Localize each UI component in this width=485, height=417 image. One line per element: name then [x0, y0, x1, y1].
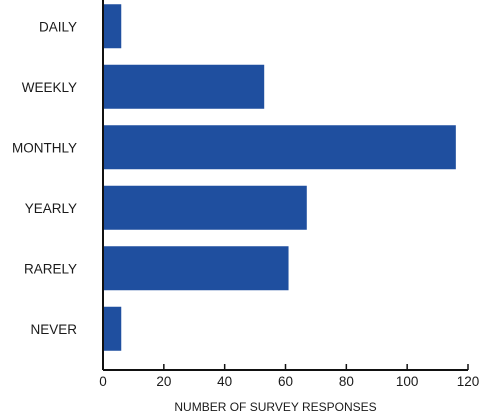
bar-yearly: [103, 185, 307, 230]
bars-layer: [103, 4, 456, 351]
x-tick-label-40: 40: [217, 374, 232, 389]
category-label-monthly: MONTHLY: [12, 140, 77, 155]
category-label-never: NEVER: [30, 322, 77, 337]
category-label-weekly: WEEKLY: [22, 80, 77, 95]
bar-weekly: [103, 64, 265, 109]
x-tick-label-20: 20: [156, 374, 171, 389]
bar-monthly: [103, 125, 456, 170]
x-tick-label-80: 80: [339, 374, 354, 389]
x-tick-label-120: 120: [457, 374, 480, 389]
category-label-daily: DAILY: [39, 19, 77, 34]
bar-rarely: [103, 246, 289, 291]
x-axis-ticks: 0 20 40 60 80 100 120: [99, 364, 479, 389]
x-tick-label-100: 100: [396, 374, 419, 389]
x-tick-label-60: 60: [278, 374, 293, 389]
category-label-yearly: YEARLY: [25, 201, 77, 216]
bar-never: [103, 306, 122, 351]
x-tick-label-0: 0: [99, 374, 107, 389]
x-axis-title: NUMBER OF SURVEY RESPONSES: [174, 400, 376, 414]
category-label-rarely: RARELY: [24, 261, 77, 276]
bar-daily: [103, 4, 122, 49]
category-labels: DAILY WEEKLY MONTHLY YEARLY RARELY NEVER: [12, 19, 77, 337]
